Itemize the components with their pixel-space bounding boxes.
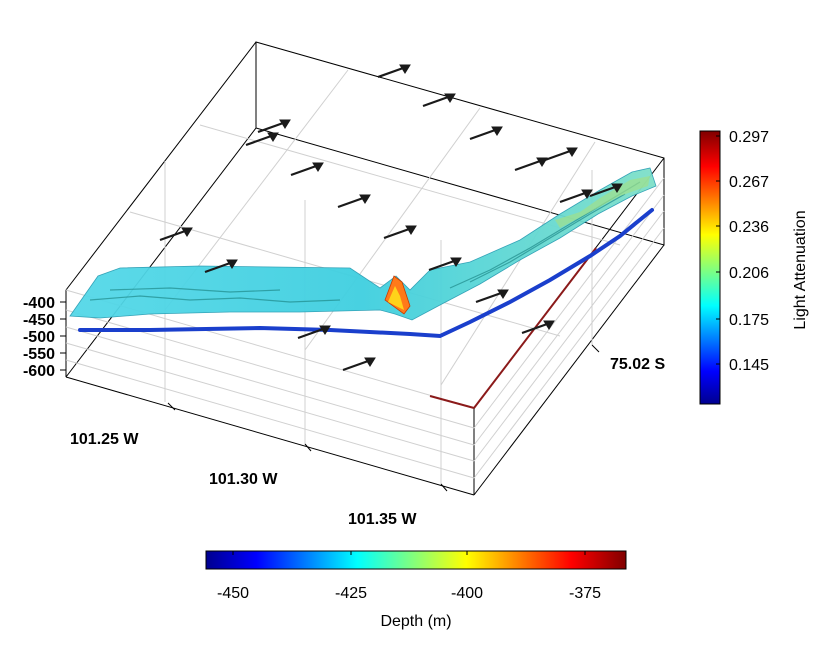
- surface-body: [69, 167, 657, 321]
- x-axis: [167, 402, 448, 492]
- box-back-left-edge: [65, 41, 257, 291]
- colorbar-label: Depth (m): [380, 613, 451, 630]
- current-vector-arrow: [514, 157, 548, 172]
- current-vector-arrow: [422, 93, 456, 108]
- z-tick-label: -600: [23, 363, 55, 380]
- current-vector-arrow: [337, 194, 371, 209]
- surface-green-band: [555, 176, 650, 228]
- y-tick-label: 75.02 S: [610, 356, 665, 373]
- z-tick-label: -450: [23, 312, 55, 329]
- light-attenuation-colorbar: 0.297 0.267 0.236 0.206 0.175 0.145 Ligh…: [699, 129, 809, 405]
- colorbar-tick-label: 0.267: [729, 174, 769, 191]
- colorbar-tick-label: -375: [569, 585, 601, 602]
- current-vector-arrow: [342, 357, 376, 372]
- current-vectors: [159, 64, 623, 372]
- colorbar-tick-label: 0.145: [729, 357, 769, 374]
- current-vector-arrow: [383, 225, 417, 240]
- colorbar-tick-label: 0.206: [729, 265, 769, 282]
- current-vector-arrow: [475, 289, 509, 304]
- current-vector-arrow: [521, 320, 555, 335]
- colorbar-label: Light Attenuation: [792, 210, 809, 329]
- surface-texture: [89, 181, 641, 303]
- x-tick-label: 101.35 W: [348, 511, 417, 528]
- colorbar-tick-label: 0.175: [729, 312, 769, 329]
- current-vector-arrow: [544, 147, 578, 162]
- current-vector-arrow: [159, 227, 193, 242]
- z-tick-label: -400: [23, 295, 55, 312]
- current-vector-arrow: [290, 162, 324, 177]
- surface: [69, 167, 657, 321]
- box-front-left-bottom: [65, 376, 475, 496]
- current-vector-arrow: [257, 119, 291, 134]
- x-tick-label: 101.30 W: [209, 471, 278, 488]
- colorbar-tick-label: 0.297: [729, 129, 769, 146]
- current-vector-arrow: [204, 259, 238, 274]
- z-tick-label: -550: [23, 346, 55, 363]
- x-axis-edge: [429, 395, 475, 409]
- z-axis: -400 -450 -500 -550 -600: [23, 295, 66, 380]
- colorbar-tick-label: -400: [451, 585, 483, 602]
- x-tick-label: 101.25 W: [70, 431, 139, 448]
- current-vector-arrow: [469, 126, 503, 141]
- current-vector-arrow: [377, 64, 411, 79]
- current-vector-arrow: [428, 257, 462, 272]
- box-front-right-bottom: [473, 244, 665, 496]
- z-tick-label: -500: [23, 329, 55, 346]
- current-vector-arrow: [245, 132, 279, 147]
- colorbar-vertical-fill: [699, 130, 721, 405]
- current-vector-arrow: [297, 325, 331, 340]
- colorbar-tick-label: 0.236: [729, 219, 769, 236]
- depth-colorbar: -450 -425 -400 -375 Depth (m): [205, 550, 627, 630]
- colorbar-horizontal-fill: [205, 550, 627, 570]
- track-line: [78, 208, 654, 339]
- current-vector-arrow: [589, 183, 623, 198]
- box-back-wall: [255, 41, 665, 246]
- box-left-wall-bottom: [65, 127, 257, 378]
- current-vector-arrow: [559, 189, 593, 204]
- colorbar-tick-label: -425: [335, 585, 367, 602]
- colorbar-tick-label: -450: [217, 585, 249, 602]
- y-tick: [591, 344, 600, 353]
- surface-peak-yellow: [388, 286, 404, 310]
